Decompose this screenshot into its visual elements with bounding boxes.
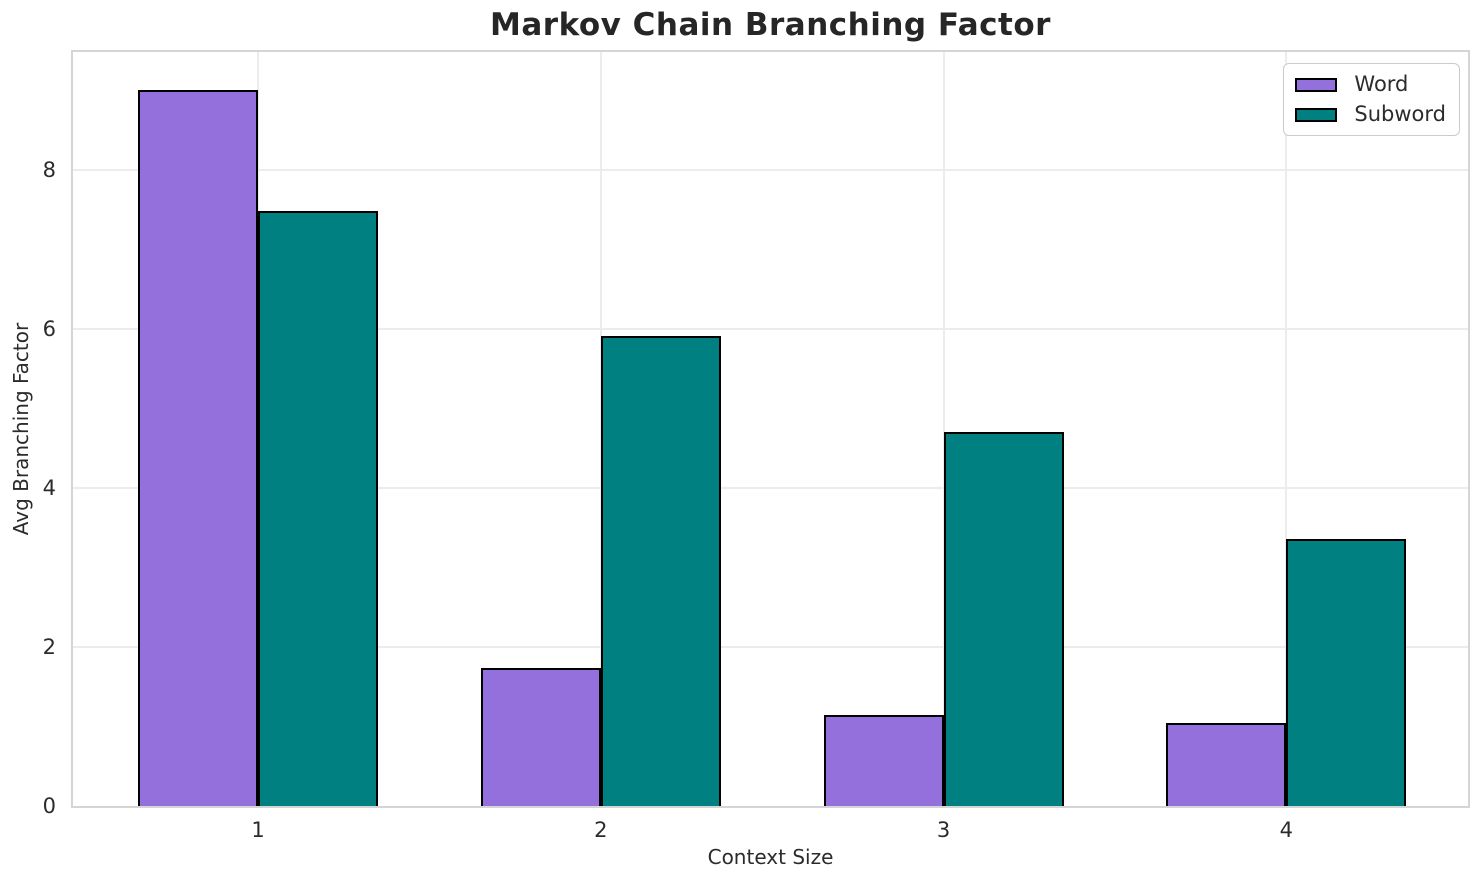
x-gridline-3 [942,52,945,806]
bar-subword-ctx1 [258,211,379,806]
legend-swatch-subword [1295,107,1338,122]
x-tick-label-4: 4 [1279,818,1294,842]
y-gridline-6 [73,327,1468,330]
legend-swatch-word [1295,77,1338,92]
plot-area: Word Subword [71,50,1470,808]
x-tick-label-2: 2 [594,818,608,842]
y-tick-label-2: 2 [42,634,56,659]
y-tick-label-8: 8 [42,157,56,182]
y-tick-label-6: 6 [42,316,56,341]
y-gridline-4 [73,486,1468,489]
y-tick-label-4: 4 [42,475,56,500]
bar-word-ctx4 [1166,723,1287,806]
x-gridline-4 [1285,52,1288,806]
legend: Word Subword [1283,63,1460,136]
chart-title: Markov Chain Branching Factor [490,7,1051,43]
x-tick-label-3: 3 [936,818,951,842]
legend-label-subword: Subword [1354,102,1446,126]
legend-item-subword: Subword [1295,103,1446,126]
bar-word-ctx1 [138,90,259,806]
x-axis-label: Context Size [707,845,834,869]
bar-word-ctx3 [823,714,944,806]
x-axis-baseline [73,806,1468,808]
bar-word-ctx2 [480,667,601,806]
y-gridline-8 [73,168,1468,171]
bar-subword-ctx4 [1286,538,1407,806]
x-tick-label-1: 1 [251,818,265,842]
bar-subword-ctx3 [943,432,1064,806]
legend-label-word: Word [1354,72,1409,96]
legend-item-word: Word [1295,73,1446,96]
y-axis-label: Avg Branching Factor [9,322,33,536]
y-gridline-2 [73,645,1468,648]
y-tick-label-0: 0 [42,794,56,818]
bar-subword-ctx2 [600,335,721,806]
